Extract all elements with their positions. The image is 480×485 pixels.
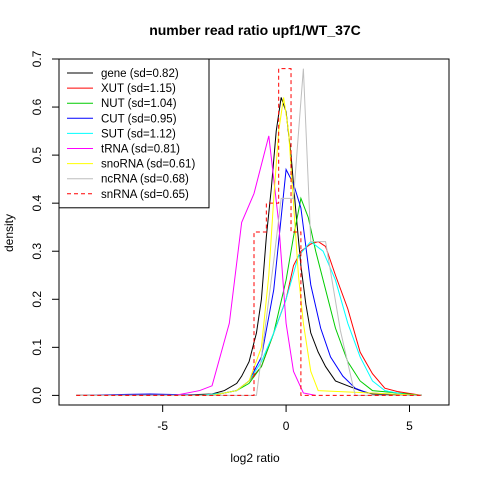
legend-label: snoRNA (sd=0.61) <box>101 159 195 171</box>
y-tick-label: 0.5 <box>30 146 44 163</box>
y-tick-label: 0.2 <box>30 291 44 308</box>
series-line-8 <box>76 68 422 396</box>
legend-label: snRNA (sd=0.65) <box>101 189 189 201</box>
series-line-0 <box>76 97 422 396</box>
series-layer <box>76 68 422 396</box>
y-axis-label: density <box>2 214 16 252</box>
y-tick-label: 0.0 <box>30 387 44 404</box>
series-line-4 <box>76 240 410 396</box>
chart-title: number read ratio upf1/WT_37C <box>149 22 361 38</box>
series-line-2 <box>76 196 422 396</box>
series-line-5 <box>76 135 316 396</box>
series-line-6 <box>76 97 422 396</box>
legend: gene (sd=0.82) XUT (sd=1.15) NUT (sd=1.04)… <box>58 58 210 209</box>
y-tick-label: 0.3 <box>30 243 44 260</box>
x-axis-label: log2 ratio <box>230 451 280 465</box>
y-tick-label: 0.6 <box>30 98 44 115</box>
series-line-7 <box>76 68 422 396</box>
legend-label: NUT (sd=1.04) <box>101 98 177 110</box>
legend-label: CUT (sd=0.95) <box>101 113 177 125</box>
legend-label: gene (sd=0.82) <box>101 68 179 80</box>
legend-label: XUT (sd=1.15) <box>101 83 176 95</box>
x-tick-label: 0 <box>283 419 290 433</box>
y-tick-label: 0.1 <box>30 339 44 356</box>
y-axis: 0.0 0.1 0.2 0.3 0.4 0.5 0.6 0.7 <box>30 50 60 404</box>
legend-label: tRNA (sd=0.81) <box>101 144 180 156</box>
x-tick-label: 5 <box>406 419 413 433</box>
legend-label: ncRNA (sd=0.68) <box>101 174 189 186</box>
x-axis: -5 0 5 <box>157 404 413 433</box>
y-tick-label: 0.7 <box>30 50 44 67</box>
legend-label: SUT (sd=1.12) <box>101 128 176 140</box>
y-tick-label: 0.4 <box>30 195 44 212</box>
x-tick-label: -5 <box>157 419 168 433</box>
series-line-1 <box>76 241 422 396</box>
